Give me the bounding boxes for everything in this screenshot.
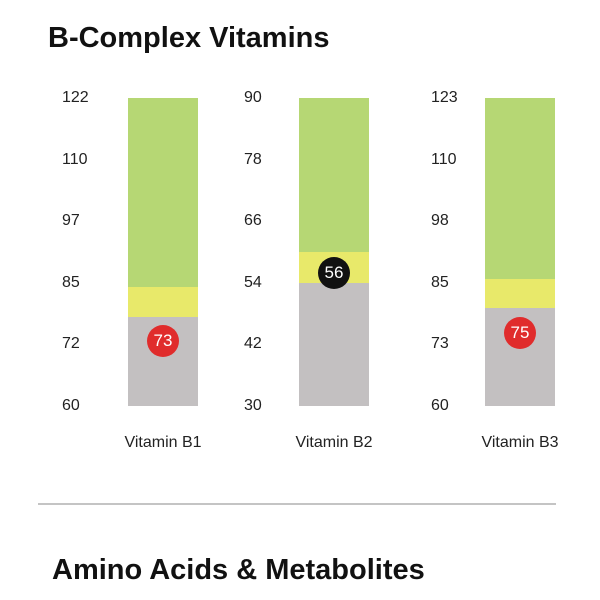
y-tick-label: 72 <box>62 335 80 353</box>
y-tick-label: 73 <box>431 335 449 353</box>
reference-range-bar: 56 <box>299 98 369 406</box>
y-tick-label: 98 <box>431 212 449 230</box>
high-range-segment <box>299 98 369 252</box>
section-divider <box>38 503 556 505</box>
y-tick-label: 123 <box>431 89 458 106</box>
y-tick-label: 54 <box>244 273 262 291</box>
y-tick-label: 66 <box>244 212 262 230</box>
y-tick-label: 110 <box>62 150 88 168</box>
result-value-marker: 56 <box>318 256 350 289</box>
y-tick-label: 60 <box>62 397 80 414</box>
y-tick-label: 85 <box>62 273 80 291</box>
vitamin-b3-chart: 123 110 98 85 73 60 75 Vitamin B3 <box>431 78 600 478</box>
y-axis-ticks: 90 78 66 54 42 30 <box>244 78 304 478</box>
high-range-segment <box>485 98 555 279</box>
y-tick-label: 85 <box>431 273 449 291</box>
result-value-marker: 73 <box>147 325 179 358</box>
y-tick-label: 110 <box>431 150 457 168</box>
reference-range-bar: 73 <box>128 98 198 406</box>
mid-range-segment <box>128 286 198 317</box>
y-tick-label: 90 <box>244 89 262 106</box>
y-tick-label: 122 <box>62 89 89 106</box>
vitamin-b2-chart: 90 78 66 54 42 30 56 Vitamin B2 <box>244 78 434 478</box>
x-axis-label: Vitamin B3 <box>481 434 559 451</box>
vitamin-b1-chart: 122 110 97 85 72 60 73 Vitamin B1 <box>62 78 252 478</box>
y-tick-label: 30 <box>244 397 262 414</box>
y-tick-label: 42 <box>244 335 262 353</box>
result-value-marker: 75 <box>504 316 536 349</box>
y-tick-label: 78 <box>244 150 262 168</box>
y-axis-ticks: 122 110 97 85 72 60 <box>62 78 122 478</box>
high-range-segment <box>128 98 198 287</box>
mid-range-segment <box>485 278 555 309</box>
y-axis-ticks: 123 110 98 85 73 60 <box>431 78 491 478</box>
section-title: B-Complex Vitamins <box>48 22 330 54</box>
y-tick-label: 97 <box>62 212 80 230</box>
low-range-segment <box>299 282 369 406</box>
x-axis-label: Vitamin B1 <box>124 434 202 451</box>
x-axis-label: Vitamin B2 <box>295 434 373 451</box>
section-title: Amino Acids & Metabolites <box>52 554 425 586</box>
y-tick-label: 60 <box>431 397 449 414</box>
reference-range-bar: 75 <box>485 98 555 406</box>
